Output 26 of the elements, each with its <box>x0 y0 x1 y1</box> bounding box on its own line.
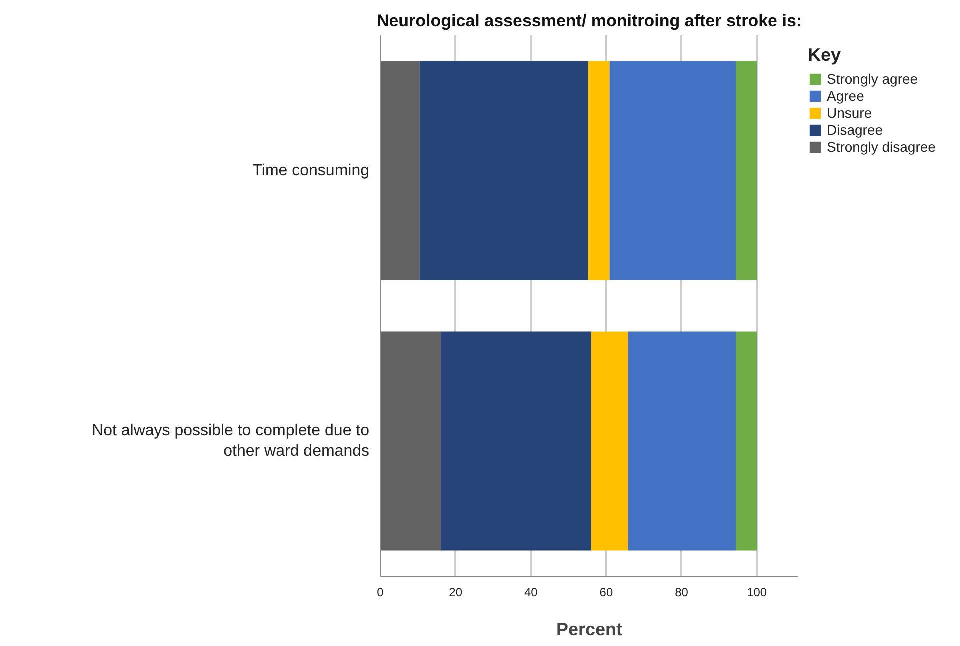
bar <box>736 332 758 551</box>
bar <box>591 332 628 551</box>
x-tick-label: 100 <box>747 586 768 600</box>
legend-label: Strongly agree <box>827 71 918 87</box>
bar <box>441 332 592 551</box>
bar <box>610 61 736 280</box>
x-tick-label: 60 <box>600 586 614 600</box>
x-tick-label: 40 <box>524 586 538 600</box>
x-axis-title: Percent <box>556 620 623 640</box>
legend-label: Disagree <box>827 122 884 138</box>
x-tick-label: 0 <box>377 586 384 600</box>
bar <box>380 61 420 280</box>
legend-label: Unsure <box>827 105 872 121</box>
legend-label: Strongly disagree <box>827 139 936 155</box>
bar <box>736 61 758 280</box>
y-tick-label: Time consuming <box>252 162 370 180</box>
bar <box>380 332 442 551</box>
x-tick-label: 20 <box>449 586 463 600</box>
legend-title: Key <box>808 45 842 66</box>
bar <box>628 332 736 551</box>
legend-label: Agree <box>827 88 864 104</box>
bar <box>420 61 588 280</box>
y-tick-label: Not always possible to complete due to other ward demands <box>92 422 370 460</box>
chart-title: Neurological assessment/ monitroing after stroke is: <box>376 12 802 30</box>
bar <box>588 61 610 280</box>
x-tick-label: 80 <box>675 586 689 600</box>
